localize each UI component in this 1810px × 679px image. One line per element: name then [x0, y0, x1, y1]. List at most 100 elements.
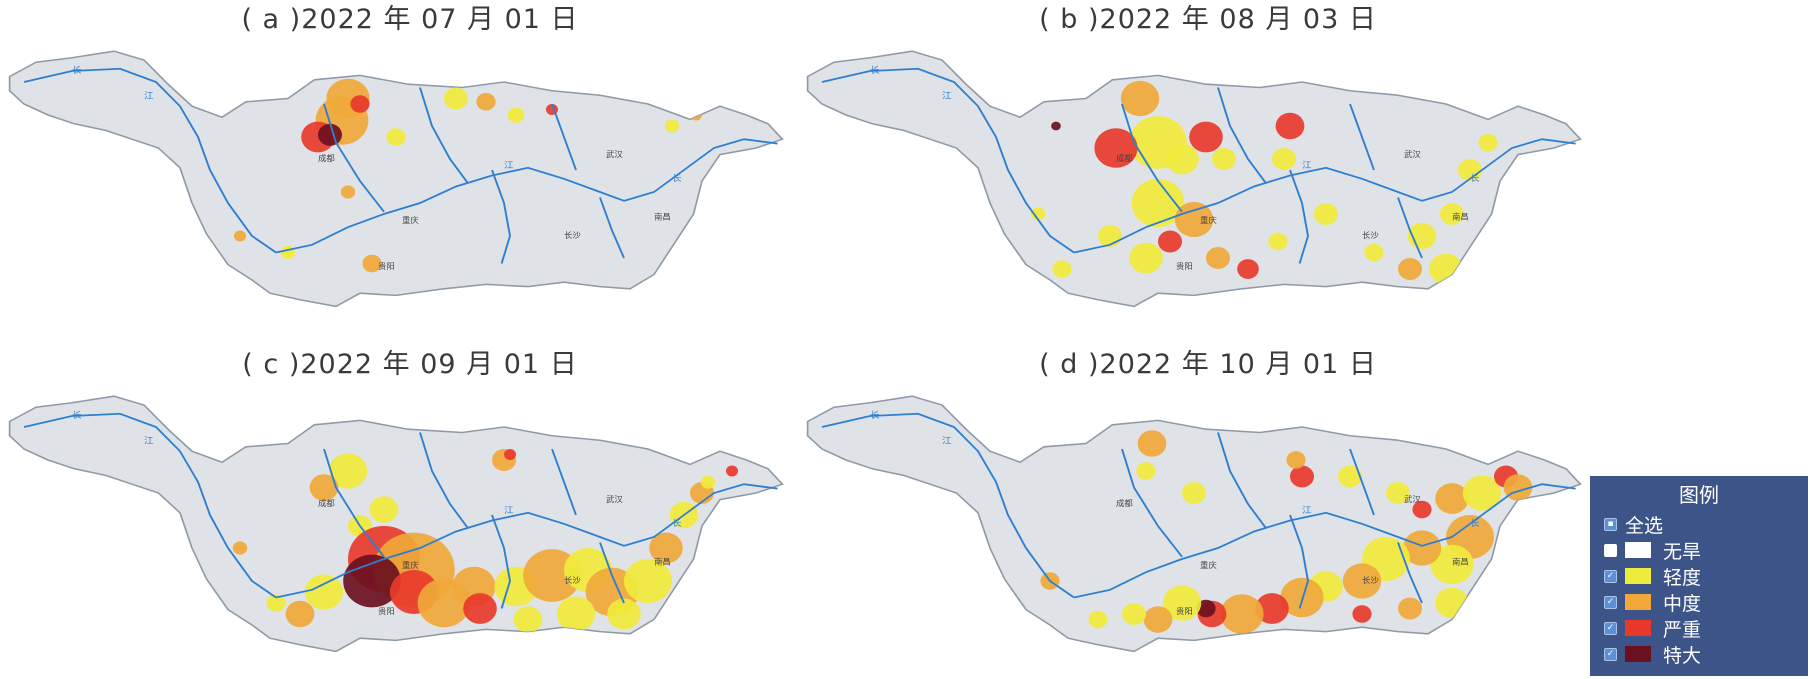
light-checkbox[interactable]: ✓	[1604, 569, 1617, 583]
river-line	[419, 432, 469, 529]
drought-patch-moderate	[1206, 247, 1230, 269]
drought-patch-light	[513, 606, 543, 633]
legend-item-extreme[interactable]: ✓ 特大	[1604, 642, 1702, 667]
river-line	[23, 67, 277, 254]
drought-patch-light	[1314, 203, 1338, 225]
river-line	[275, 483, 778, 599]
river-label: 江	[942, 91, 952, 102]
drought-patch-severe	[726, 465, 738, 477]
river-label: 长	[72, 65, 82, 76]
drought-patch-light	[1430, 544, 1474, 585]
river-line	[1121, 103, 1183, 213]
city-label-chengdu: 成都	[1116, 499, 1133, 509]
drought-patch-moderate	[362, 254, 382, 273]
drought-patch-moderate	[340, 185, 356, 199]
drought-patch-moderate	[649, 532, 683, 564]
drought-patch-moderate	[1402, 530, 1442, 566]
drought-patch-moderate	[476, 93, 496, 111]
legend-item-none[interactable]: 无旱	[1604, 538, 1701, 563]
city-label-guiyang: 贵阳	[378, 606, 395, 616]
river-line	[1397, 197, 1423, 259]
drought-patch-light	[1030, 207, 1046, 221]
river-line	[821, 412, 1075, 599]
city-label-chengdu: 成都	[1116, 154, 1133, 164]
legend-select-all[interactable]: ▪ 全选	[1604, 512, 1664, 537]
river-line	[323, 103, 385, 213]
drought-patch-light	[1182, 482, 1206, 504]
drought-patch-light	[1165, 143, 1199, 175]
select-all-checkbox[interactable]: ▪	[1604, 517, 1617, 531]
drought-patch-light	[1088, 610, 1108, 629]
river-line	[275, 138, 778, 254]
severe-swatch	[1625, 620, 1651, 636]
severe-checkbox[interactable]: ✓	[1604, 621, 1617, 635]
drought-patch-severe	[350, 95, 370, 113]
river-label: 长	[870, 65, 880, 76]
drought-patch-light	[1212, 148, 1236, 170]
legend-label-severe: 严重	[1663, 618, 1702, 641]
drought-patch-severe	[1290, 465, 1314, 488]
drought-patch-moderate	[1398, 258, 1422, 280]
basin-outline	[8, 395, 784, 653]
city-label-changsha: 长沙	[564, 231, 581, 241]
drought-patch-moderate	[1342, 563, 1382, 599]
drought-patch-light	[328, 453, 368, 489]
drought-patch-light	[444, 87, 469, 110]
river-line	[1073, 138, 1576, 254]
river-label: 江	[1302, 160, 1312, 171]
river-line	[491, 514, 511, 609]
drought-patch-light	[1098, 225, 1122, 247]
none-checkbox[interactable]	[1604, 543, 1617, 557]
drought-patch-moderate	[1137, 430, 1167, 457]
drought-patch-extreme	[318, 123, 342, 146]
river-line	[599, 542, 625, 604]
drought-patch-light	[1162, 585, 1202, 621]
extreme-checkbox[interactable]: ✓	[1604, 647, 1617, 661]
legend-item-severe[interactable]: ✓ 严重	[1604, 616, 1702, 641]
river-label: 长	[1470, 517, 1480, 528]
drought-patch-severe	[1255, 593, 1289, 624]
moderate-checkbox[interactable]: ✓	[1604, 595, 1617, 609]
drought-patch-moderate	[1286, 451, 1306, 469]
drought-patch-light	[369, 496, 399, 523]
drought-patch-severe	[1412, 500, 1432, 519]
legend-item-moderate[interactable]: ✓ 中度	[1604, 590, 1702, 615]
drought-patch-light	[1136, 462, 1156, 480]
extreme-swatch	[1625, 646, 1651, 662]
basin-outline	[806, 395, 1582, 653]
drought-patch-moderate	[1220, 594, 1264, 634]
drought-patch-light	[280, 245, 296, 260]
drought-patch-severe	[1237, 259, 1259, 279]
drought-patch-moderate	[1143, 606, 1173, 633]
drought-patch-light	[1478, 133, 1498, 152]
city-label-wuhan: 武汉	[606, 149, 623, 159]
river-label: 江	[1302, 505, 1312, 516]
drought-patch-moderate	[285, 600, 315, 628]
select-all-label: 全选	[1625, 514, 1664, 537]
drought-patch-light	[304, 574, 344, 610]
city-label-chengdu: 成都	[318, 154, 335, 164]
drought-patch-light	[700, 475, 716, 489]
city-label-nanchang: 南昌	[1452, 557, 1469, 567]
legend-label-extreme: 特大	[1663, 644, 1702, 667]
legend-label-moderate: 中度	[1663, 592, 1702, 615]
legend-item-light[interactable]: ✓ 轻度	[1604, 564, 1701, 589]
drought-patch-light	[1131, 178, 1185, 228]
river-line	[1121, 448, 1183, 558]
river-label: 长	[672, 172, 682, 183]
river-label: 长	[72, 410, 82, 421]
drought-patch-light	[556, 596, 596, 632]
city-label-guiyang: 贵阳	[1176, 606, 1193, 616]
river-label: 长	[672, 517, 682, 528]
map-panel-d: ( d )2022 年 10 月 01 日 成都 重庆 武汉 南昌 长沙 贵阳长江江长	[798, 345, 1618, 675]
river-line	[323, 448, 385, 558]
drought-patch-light	[1052, 260, 1072, 278]
river-label: 长	[1470, 172, 1480, 183]
drought-patch-light	[1272, 148, 1296, 170]
river-label: 长	[870, 410, 880, 421]
drought-patch-moderate	[309, 474, 339, 501]
river-line	[419, 87, 469, 184]
drought-patch-light	[386, 128, 406, 146]
